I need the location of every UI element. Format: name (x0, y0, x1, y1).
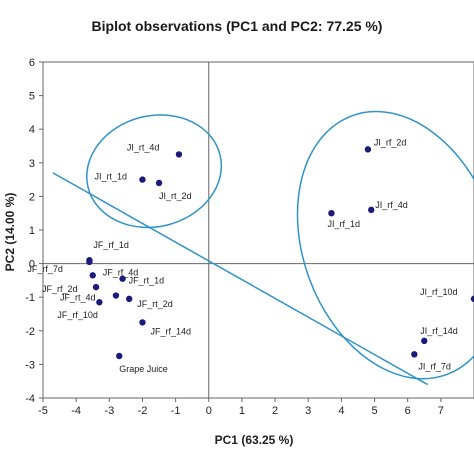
chart-title: Biplot observations (PC1 and PC2: 77.25 … (91, 18, 383, 34)
point-label: JF_rf_4d (103, 267, 139, 277)
y-tick-label: -3 (25, 359, 35, 371)
x-tick-label: -4 (71, 405, 81, 417)
separator-line (52, 172, 428, 386)
x-tick-label: 6 (405, 405, 411, 417)
point-label: JF_rf_14d (150, 326, 191, 336)
point-label: JI_rt_1d (94, 172, 127, 182)
x-tick-label: -3 (104, 405, 114, 417)
point-label: JF_rf_10d (57, 310, 98, 320)
data-point (328, 210, 335, 217)
x-tick-label: 4 (338, 405, 344, 417)
data-point (89, 272, 96, 279)
data-point (92, 283, 100, 291)
data-point (96, 299, 103, 306)
data-point (116, 352, 123, 360)
x-tick-label: -2 (138, 405, 148, 417)
point-label: JF_rt_4d (60, 293, 96, 303)
y-tick-label: 1 (29, 225, 35, 237)
point-label: JI_rt_2d (159, 191, 192, 201)
y-tick-label: 3 (29, 158, 35, 170)
point-label: JF_rt_1d (129, 276, 165, 286)
data-point (411, 351, 418, 358)
data-point (364, 146, 372, 153)
data-point (175, 151, 183, 158)
y-tick-label: 2 (29, 191, 35, 203)
data-point (139, 319, 146, 326)
group-ellipse (296, 110, 474, 380)
group-ellipse (86, 114, 223, 229)
y-tick-label: 5 (29, 91, 35, 103)
point-label: JI_rf_2d (374, 137, 407, 147)
point-label: JI_rf_7d (418, 361, 451, 371)
point-label: JF_rf_1d (93, 240, 129, 250)
point-label: JI_rt_4d (127, 142, 160, 152)
x-tick-label: 5 (371, 405, 377, 417)
point-label: JI_rf_4d (375, 200, 408, 210)
point-label: JF_rt_2d (137, 299, 173, 309)
x-tick-label: 3 (305, 405, 311, 417)
point-label: Grape Juice (119, 364, 168, 374)
data-point (155, 179, 163, 187)
point-label: JF_rf_2d (42, 284, 78, 294)
data-point (126, 295, 133, 303)
y-tick-label: -4 (25, 393, 35, 405)
x-tick-label: -1 (171, 405, 181, 417)
x-tick-label: 7 (438, 405, 444, 417)
data-point (119, 275, 126, 282)
data-point (470, 295, 474, 303)
point-label: JI_rf_10d (420, 287, 458, 297)
point-label: JF_rf_7d (27, 264, 63, 274)
x-tick-label: 2 (272, 405, 278, 417)
y-tick-label: -2 (25, 326, 35, 338)
x-tick-label: -5 (38, 405, 48, 417)
y-tick-label: 6 (29, 57, 35, 69)
y-tick-label: 4 (29, 124, 35, 136)
data-point (112, 292, 120, 299)
point-label: JI_rf_14d (420, 326, 458, 336)
y-tick-label: -1 (25, 292, 35, 304)
y-tick-label: 0 (29, 259, 35, 271)
y-axis-label: PC2 (14.00 %) (3, 193, 17, 272)
x-axis-label: PC1 (63.25 %) (215, 433, 294, 447)
data-point (368, 206, 375, 214)
point-label: JI_rf_1d (327, 219, 360, 229)
plot-frame (42, 61, 474, 399)
x-tick-label: 0 (206, 405, 212, 417)
data-point (86, 258, 93, 266)
data-point (421, 337, 428, 345)
data-point (139, 176, 146, 183)
x-tick-label: 1 (239, 405, 245, 417)
